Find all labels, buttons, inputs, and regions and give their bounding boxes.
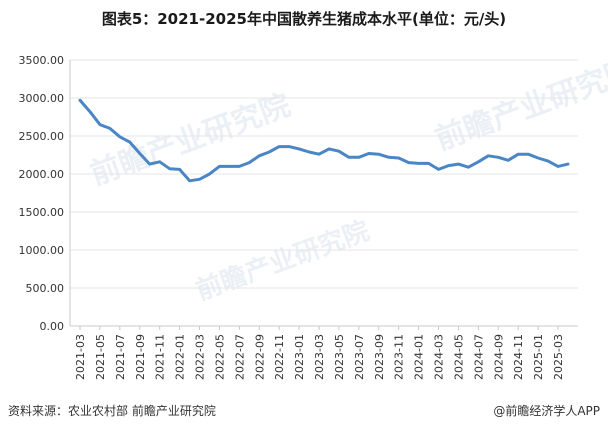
data-point	[556, 165, 560, 168]
x-tick-label: 2021-11	[154, 334, 167, 380]
data-point	[536, 156, 540, 160]
x-tick-label: 2021-07	[114, 334, 127, 380]
data-point	[497, 156, 500, 159]
source-note: 资料来源：农业农村部 前瞻产业研究院	[8, 404, 216, 418]
data-point	[138, 152, 141, 155]
data-point	[248, 161, 251, 164]
series-line	[78, 98, 570, 183]
data-point	[357, 156, 361, 159]
y-tick-label: 1500.00	[19, 206, 65, 219]
data-point	[228, 165, 231, 168]
y-tick-label: 1000.00	[19, 244, 65, 257]
data-point	[467, 165, 470, 169]
data-point	[88, 110, 92, 113]
y-gridlines	[70, 59, 578, 289]
x-tick-label: 2024-07	[472, 334, 485, 380]
data-point	[407, 161, 410, 164]
x-tick-label: 2022-09	[253, 334, 266, 380]
data-point	[268, 150, 271, 154]
data-point	[287, 145, 291, 148]
chart-title: 图表5：2021-2025年中国散养生猪成本水平(单位：元/头)	[101, 10, 507, 28]
x-tick-label: 2024-01	[413, 334, 426, 380]
data-point	[188, 179, 191, 183]
watermark-text: 前瞻产业研究院	[431, 53, 608, 158]
data-point	[327, 147, 331, 151]
data-point	[447, 164, 450, 167]
data-point	[427, 162, 430, 165]
data-point	[347, 156, 351, 159]
data-point	[238, 165, 241, 168]
line-chart: 前瞻产业研究院 前瞻产业研究院 前瞻产业研究院 0.00 500.00 1000.0…	[19, 53, 608, 380]
data-point	[118, 135, 122, 138]
data-point	[148, 162, 151, 166]
data-point	[108, 127, 112, 130]
watermark-group: 前瞻产业研究院 前瞻产业研究院 前瞻产业研究院	[86, 53, 608, 307]
data-point	[457, 162, 460, 166]
x-tick-label: 2022-01	[174, 334, 187, 380]
x-tick-label: 2023-07	[353, 334, 366, 380]
data-point	[546, 159, 550, 163]
x-tick-label: 2022-03	[194, 334, 207, 380]
data-point	[307, 150, 311, 154]
x-tick-label: 2022-05	[213, 334, 226, 380]
y-tick-label: 3500.00	[19, 54, 65, 67]
data-point	[377, 153, 380, 156]
x-tick-label: 2023-09	[373, 334, 386, 380]
x-tick-label: 2023-05	[333, 334, 346, 380]
x-tick-label: 2021-09	[134, 334, 147, 380]
data-point	[297, 147, 301, 151]
data-point	[437, 168, 440, 171]
data-point	[317, 153, 321, 156]
y-tick-label: 2500.00	[19, 130, 65, 143]
x-tick-label: 2022-11	[273, 334, 286, 380]
x-tick-label: 2025-01	[532, 334, 545, 380]
data-point	[208, 172, 211, 176]
x-tick-label: 2024-05	[452, 334, 465, 380]
y-axis: 0.00 500.00 1000.00 1500.00 2000.00 2500.00 30…	[19, 54, 71, 333]
data-point	[566, 162, 570, 166]
data-point	[417, 162, 420, 165]
data-point	[168, 167, 171, 170]
series-group	[78, 98, 570, 183]
data-point	[258, 154, 261, 157]
y-tick-label: 500.00	[26, 282, 65, 295]
watermark-text: 前瞻产业研究院	[192, 215, 374, 306]
data-point	[178, 168, 181, 171]
x-tick-label: 2024-03	[433, 334, 446, 380]
x-axis: 2021-03 2021-05 2021-07 2021-09 2021-11 2022-…	[70, 325, 578, 380]
x-tick-label: 2021-03	[74, 334, 87, 380]
data-point	[477, 160, 480, 164]
data-point	[78, 99, 82, 102]
x-tick-label: 2023-01	[293, 334, 306, 380]
data-point	[487, 154, 490, 157]
data-point	[158, 160, 161, 164]
data-point	[277, 145, 281, 148]
data-point	[367, 152, 371, 155]
x-tick-label: 2021-05	[94, 334, 107, 380]
x-tick-label: 2025-03	[552, 334, 565, 380]
y-tick-label: 3000.00	[19, 92, 65, 105]
watermark-text: 前瞻产业研究院	[86, 88, 295, 193]
data-point	[387, 156, 390, 159]
data-point	[218, 165, 221, 168]
brand-note: @前瞻经济学人APP	[493, 404, 600, 418]
data-point	[507, 159, 510, 162]
data-point	[517, 153, 520, 156]
y-tick-label: 2000.00	[19, 168, 65, 181]
x-tick-label: 2024-11	[512, 334, 525, 380]
y-tick-label: 0.00	[40, 320, 65, 333]
data-point	[98, 123, 102, 126]
data-point	[198, 178, 201, 181]
data-point	[526, 153, 530, 156]
data-point	[128, 140, 131, 144]
x-tick-label: 2023-03	[313, 334, 326, 380]
x-tick-label: 2024-09	[492, 334, 505, 380]
data-point	[397, 156, 400, 160]
x-tick-label: 2023-11	[393, 334, 406, 380]
data-point	[337, 150, 341, 153]
x-tick-label: 2022-07	[233, 334, 246, 380]
